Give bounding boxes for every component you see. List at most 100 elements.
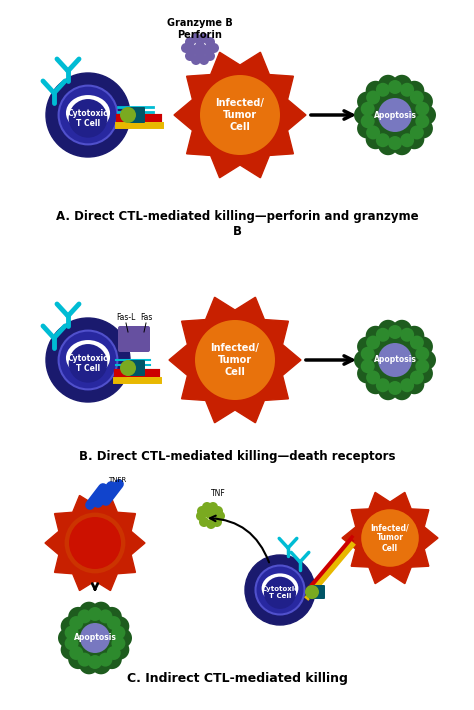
Text: Granzyme B
Perforin: Granzyme B Perforin: [167, 18, 233, 40]
Circle shape: [199, 517, 209, 527]
Text: TNFR: TNFR: [108, 477, 126, 483]
Circle shape: [404, 129, 424, 149]
Circle shape: [78, 609, 91, 623]
Circle shape: [102, 649, 122, 669]
Circle shape: [416, 350, 436, 370]
Circle shape: [365, 81, 386, 101]
Circle shape: [388, 381, 402, 395]
Circle shape: [392, 75, 412, 94]
Circle shape: [91, 655, 111, 674]
Ellipse shape: [66, 95, 110, 131]
Ellipse shape: [66, 340, 110, 376]
Circle shape: [69, 99, 107, 138]
Circle shape: [378, 75, 398, 94]
Circle shape: [205, 37, 215, 47]
Circle shape: [410, 371, 424, 384]
Text: B: B: [233, 225, 241, 238]
Circle shape: [61, 616, 81, 636]
Circle shape: [120, 107, 136, 123]
Circle shape: [79, 655, 99, 674]
Text: Cytotoxic
T Cell: Cytotoxic T Cell: [68, 109, 109, 128]
Circle shape: [415, 102, 429, 116]
Text: Infected/
Tumor
Cell: Infected/ Tumor Cell: [371, 523, 410, 553]
Circle shape: [212, 517, 222, 527]
Circle shape: [102, 607, 122, 627]
Circle shape: [99, 652, 112, 667]
Circle shape: [46, 73, 130, 157]
Circle shape: [378, 98, 412, 132]
Circle shape: [109, 640, 129, 660]
Polygon shape: [45, 496, 145, 591]
Circle shape: [197, 506, 207, 516]
Circle shape: [68, 607, 88, 627]
Circle shape: [111, 636, 126, 650]
Text: Infected/
Tumor
Cell: Infected/ Tumor Cell: [216, 99, 264, 131]
Circle shape: [88, 655, 102, 669]
Circle shape: [264, 577, 296, 609]
Circle shape: [415, 346, 429, 361]
Circle shape: [255, 565, 304, 614]
Circle shape: [99, 609, 112, 623]
Circle shape: [205, 509, 215, 519]
Text: Cytotoxic
T Cell: Cytotoxic T Cell: [68, 354, 109, 373]
Circle shape: [354, 350, 374, 370]
Circle shape: [415, 359, 429, 373]
Circle shape: [208, 502, 218, 512]
Circle shape: [410, 126, 424, 139]
Circle shape: [378, 343, 412, 377]
Circle shape: [357, 364, 377, 383]
Circle shape: [366, 336, 380, 349]
Text: TNF: TNF: [210, 489, 225, 498]
FancyBboxPatch shape: [309, 585, 325, 599]
Circle shape: [69, 646, 83, 660]
Circle shape: [215, 511, 225, 521]
Circle shape: [361, 509, 419, 567]
Circle shape: [88, 607, 102, 621]
Circle shape: [388, 80, 402, 94]
Circle shape: [404, 326, 424, 346]
Circle shape: [404, 374, 424, 394]
Circle shape: [413, 364, 433, 383]
Circle shape: [59, 331, 118, 389]
Circle shape: [111, 626, 126, 640]
Circle shape: [366, 91, 380, 104]
Circle shape: [191, 33, 201, 43]
Circle shape: [200, 75, 280, 155]
Circle shape: [245, 555, 315, 625]
Circle shape: [69, 616, 83, 630]
Circle shape: [361, 346, 375, 361]
Text: Cytotoxic
T Cell: Cytotoxic T Cell: [261, 586, 299, 599]
Circle shape: [91, 601, 111, 622]
Circle shape: [205, 51, 215, 61]
Circle shape: [58, 628, 78, 648]
FancyBboxPatch shape: [127, 360, 145, 376]
Circle shape: [80, 623, 110, 653]
Circle shape: [410, 336, 424, 349]
Circle shape: [206, 519, 216, 529]
Circle shape: [196, 511, 206, 521]
Polygon shape: [169, 297, 301, 422]
Circle shape: [366, 126, 380, 139]
Circle shape: [191, 55, 201, 65]
Text: A. Direct CTL-mediated killing—perforin and granzyme: A. Direct CTL-mediated killing—perforin …: [55, 210, 419, 223]
Text: C. Indirect CTL-mediated killing: C. Indirect CTL-mediated killing: [127, 672, 347, 685]
Circle shape: [413, 92, 433, 111]
Text: B. Direct CTL-mediated killing—death receptors: B. Direct CTL-mediated killing—death rec…: [79, 450, 395, 463]
Circle shape: [366, 371, 380, 384]
Circle shape: [357, 119, 377, 138]
Circle shape: [202, 502, 212, 512]
Circle shape: [365, 129, 386, 149]
Circle shape: [68, 649, 88, 669]
Polygon shape: [174, 53, 306, 178]
Circle shape: [78, 652, 91, 667]
Circle shape: [365, 326, 386, 346]
Circle shape: [357, 92, 377, 111]
Circle shape: [392, 135, 412, 155]
Circle shape: [46, 318, 130, 402]
Circle shape: [185, 37, 195, 47]
Circle shape: [400, 378, 414, 392]
Circle shape: [410, 91, 424, 104]
Text: Apoptosis: Apoptosis: [73, 633, 117, 643]
Circle shape: [120, 360, 136, 376]
Circle shape: [199, 55, 209, 65]
